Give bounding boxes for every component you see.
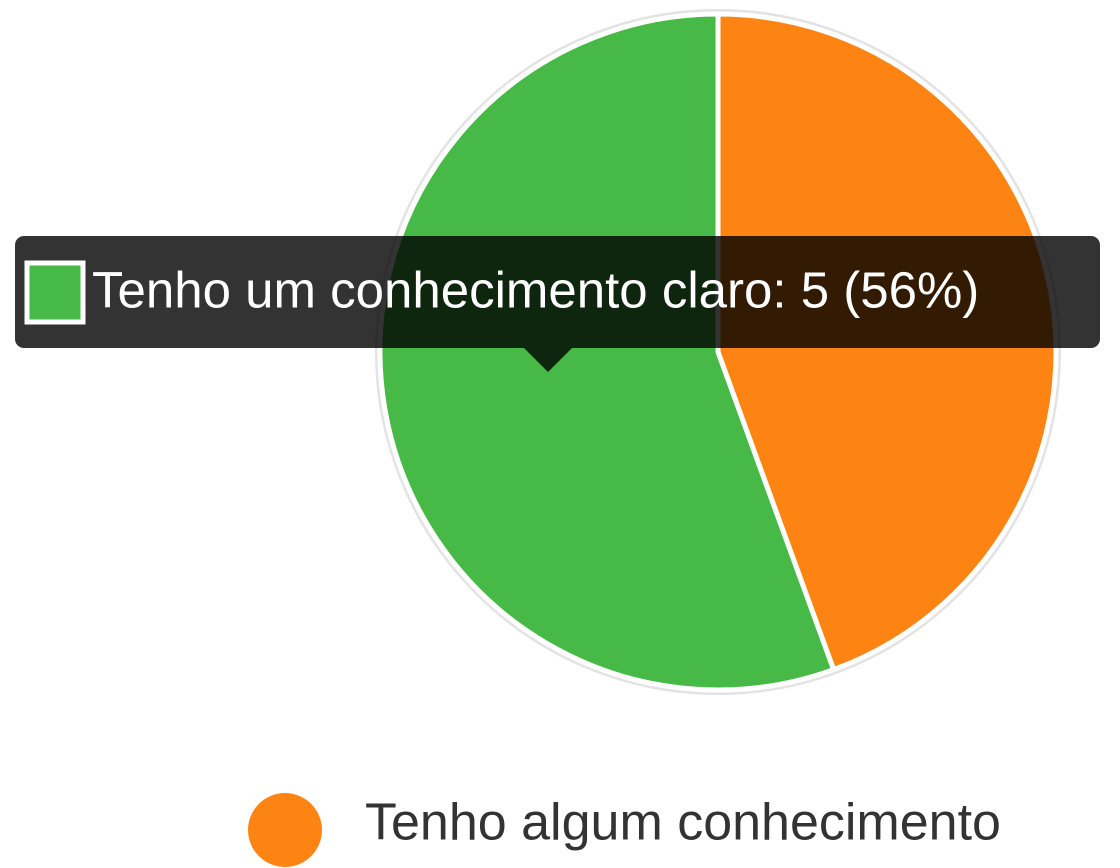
tooltip-text: Tenho um conhecimento claro: 5 (56%) (92, 261, 979, 318)
tooltip: Tenho um conhecimento claro: 5 (56%) (15, 236, 1100, 372)
pie (377, 11, 1059, 693)
legend-marker (248, 793, 322, 867)
tooltip-box (15, 236, 1100, 348)
pie-slice (377, 11, 837, 693)
tooltip-swatch (24, 260, 86, 325)
tooltip-caret (524, 348, 572, 372)
legend-label: Tenho algum conhecimento (365, 794, 1001, 852)
